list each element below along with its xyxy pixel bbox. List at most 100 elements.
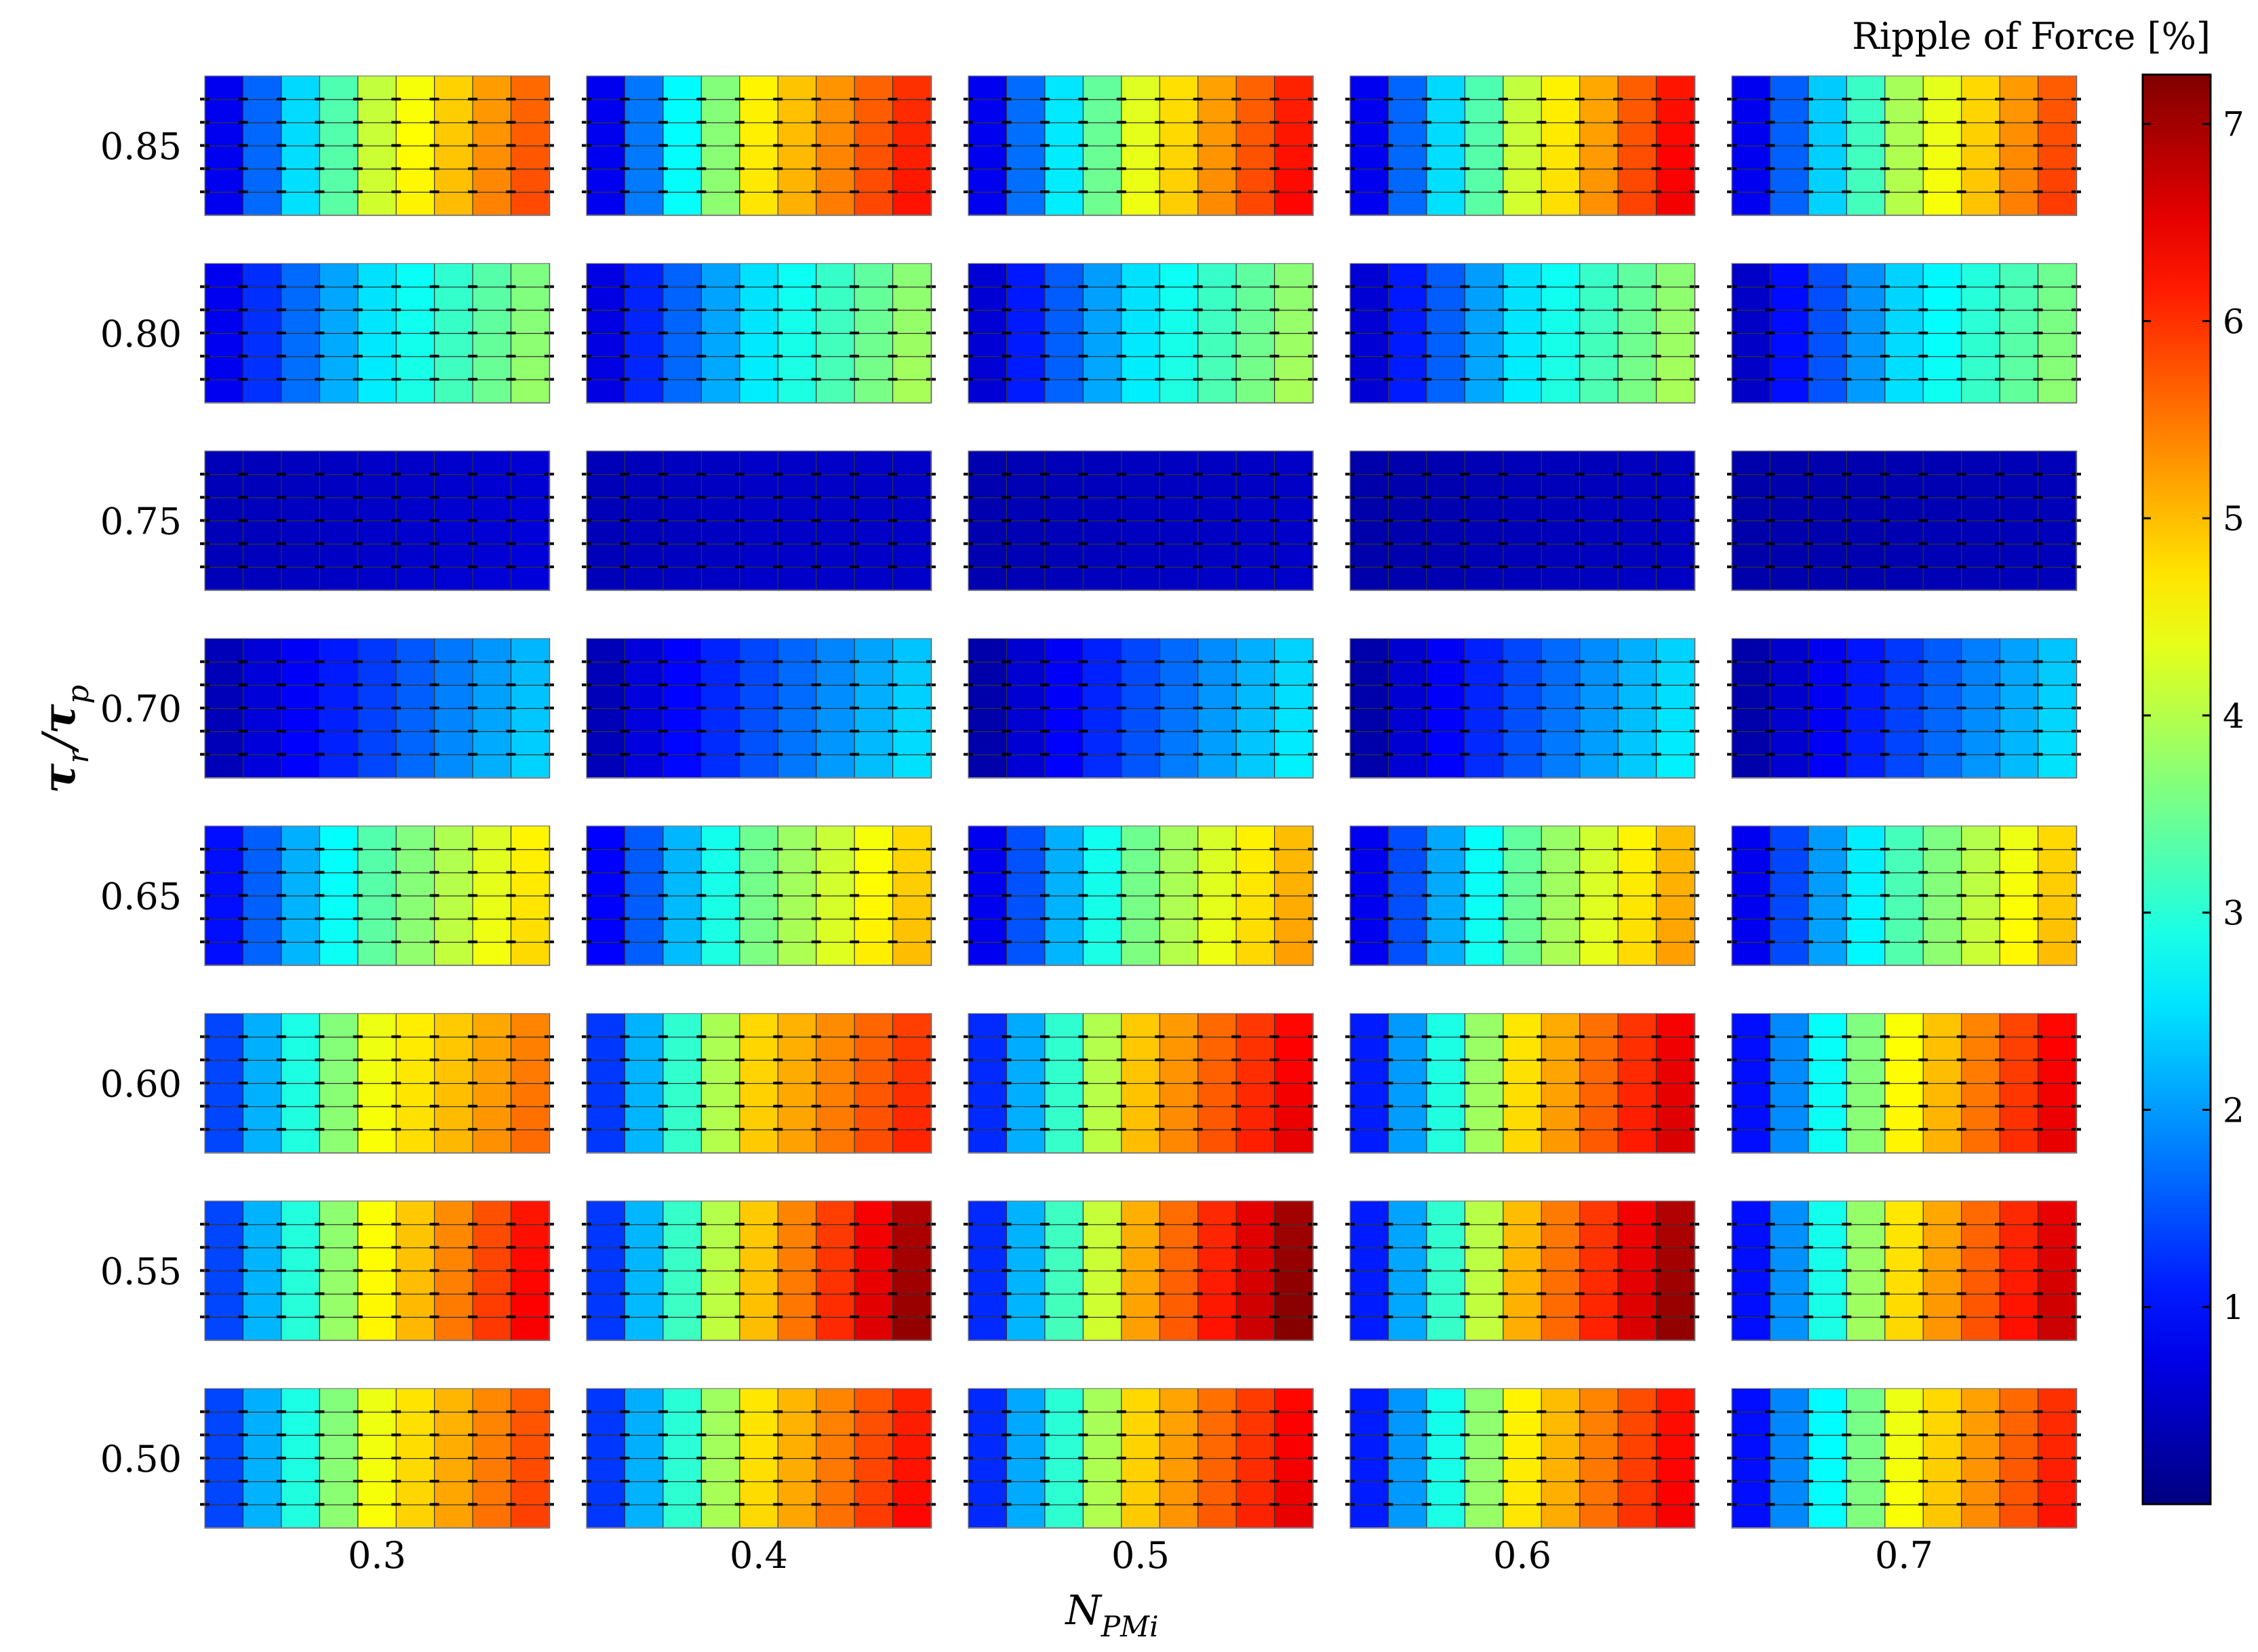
heatmap-cell [1503, 1200, 1543, 1225]
heatmap-cell [1769, 262, 1810, 288]
heatmap-cell [242, 121, 283, 146]
colorbar-tick-label: 4 [2223, 696, 2244, 736]
heatmap-cell [1044, 309, 1084, 334]
heatmap-cell [1006, 730, 1046, 755]
heatmap-cell [1387, 1082, 1428, 1107]
heatmap-cell [1503, 684, 1543, 709]
heatmap-cell [1541, 144, 1581, 170]
heatmap-cell [1579, 496, 1619, 522]
heatmap-cell [1349, 519, 1389, 545]
heatmap-cell [586, 566, 626, 591]
heatmap-panel [1345, 637, 1699, 779]
heatmap-cell [586, 519, 626, 545]
heatmap-cell [472, 1200, 512, 1225]
heatmap-cell [1197, 332, 1237, 357]
heatmap-panel [1727, 450, 2081, 591]
heatmap-cell [1617, 1128, 1657, 1154]
heatmap-cell [2037, 1246, 2078, 1272]
heatmap-cell [662, 144, 702, 170]
heatmap-cell [510, 1128, 551, 1154]
heatmap-cell [892, 1223, 932, 1248]
heatmap-cell [1731, 450, 1771, 475]
heatmap-cell [1464, 1457, 1504, 1482]
heatmap-cell [1464, 355, 1504, 380]
heatmap-cell [510, 1434, 551, 1459]
heatmap-cell [892, 98, 932, 123]
heatmap-cell [1273, 309, 1314, 334]
heatmap-cell [854, 191, 894, 216]
heatmap-cell [1731, 637, 1771, 663]
heatmap-cell [662, 168, 702, 193]
heatmap-cell [357, 309, 397, 334]
heatmap-cell [204, 1082, 244, 1107]
heatmap-cell [1197, 1411, 1237, 1436]
heatmap-cell [1121, 1036, 1161, 1061]
heatmap-cell [1082, 1200, 1122, 1225]
heatmap-cell [1884, 684, 1924, 709]
heatmap-cell [1235, 473, 1275, 498]
heatmap-cell [1579, 75, 1619, 100]
heatmap-panel [1345, 75, 1699, 216]
heatmap-cell [1426, 848, 1466, 873]
panel-frame [1731, 638, 2077, 778]
heatmap-cell [1999, 543, 2039, 568]
heatmap-cell [319, 848, 359, 873]
heatmap-cell [1961, 566, 2001, 591]
heatmap-cell [1541, 1411, 1581, 1436]
heatmap-cell [1121, 1246, 1161, 1272]
heatmap-cell [739, 121, 779, 146]
heatmap-cell [434, 1128, 474, 1154]
heatmap-cell [472, 543, 512, 568]
heatmap-cell [1617, 707, 1657, 732]
heatmap-cell [1731, 1012, 1771, 1038]
heatmap-cell [1922, 871, 1962, 897]
heatmap-cell [854, 286, 894, 311]
heatmap-cell [242, 286, 283, 311]
heatmap-cell [1273, 191, 1314, 216]
heatmap-cell [1349, 378, 1389, 404]
heatmap-cell [319, 286, 359, 311]
heatmap-cell [892, 168, 932, 193]
heatmap-cell [434, 566, 474, 591]
heatmap-cell [1731, 144, 1771, 170]
heatmap-cell [1082, 1012, 1122, 1038]
heatmap-cell [739, 661, 779, 686]
heatmap-cell [739, 519, 779, 545]
heatmap-cell [662, 496, 702, 522]
heatmap-cell [1808, 848, 1848, 873]
heatmap-cell [395, 1082, 435, 1107]
heatmap-cell [510, 168, 551, 193]
heatmap-cell [1731, 543, 1771, 568]
heatmap-cell [1159, 1223, 1199, 1248]
heatmap-cell [204, 286, 244, 311]
heatmap-cell [395, 941, 435, 966]
heatmap-cell [1006, 332, 1046, 357]
heatmap-cell [281, 1503, 321, 1529]
heatmap-cell [2037, 355, 2078, 380]
heatmap-cell [624, 941, 665, 966]
heatmap-cell [624, 661, 665, 686]
heatmap-cell [1349, 941, 1389, 966]
heatmap-cell [1273, 1200, 1314, 1225]
heatmap-cell [1426, 566, 1466, 591]
heatmap-cell [1006, 98, 1046, 123]
heatmap-cell [357, 75, 397, 100]
heatmap-cell [1082, 519, 1122, 545]
heatmap-cell [319, 1082, 359, 1107]
heatmap-cell [1121, 1270, 1161, 1295]
heatmap-cell [854, 1457, 894, 1482]
heatmap-cell [1159, 450, 1199, 475]
heatmap-cell [816, 519, 856, 545]
heatmap-cell [1426, 684, 1466, 709]
heatmap-cell [1655, 378, 1696, 404]
heatmap-cell [1235, 637, 1275, 663]
heatmap-cell [242, 1316, 283, 1341]
heatmap-cell [1503, 121, 1543, 146]
heatmap-cell [1121, 98, 1161, 123]
heatmap-cell [1082, 1223, 1122, 1248]
heatmap-cell [510, 637, 551, 663]
heatmap-cell [1579, 566, 1619, 591]
heatmap-cell [510, 496, 551, 522]
heatmap-cell [1387, 543, 1428, 568]
heatmap-cell [968, 1434, 1008, 1459]
